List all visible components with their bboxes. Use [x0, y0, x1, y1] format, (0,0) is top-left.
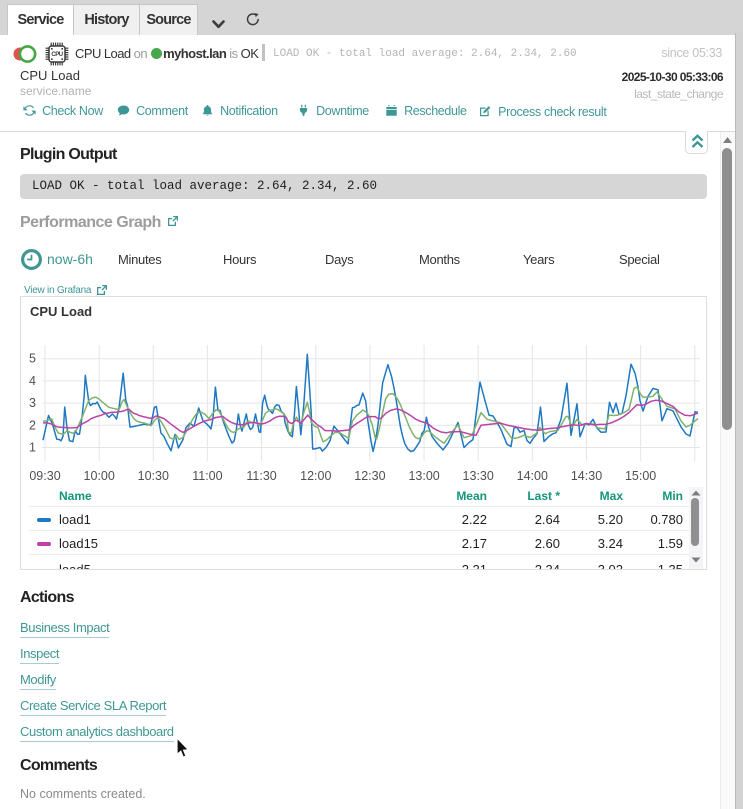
svg-text:5: 5 — [29, 352, 36, 366]
svg-text:13:00: 13:00 — [408, 469, 439, 483]
svg-text:12:00: 12:00 — [300, 469, 331, 483]
svg-text:10:30: 10:30 — [138, 469, 169, 483]
svg-text:10:00: 10:00 — [84, 469, 115, 483]
svg-text:CPU: CPU — [51, 52, 62, 58]
svg-text:12:30: 12:30 — [354, 469, 385, 483]
svg-text:11:00: 11:00 — [192, 469, 222, 483]
svg-text:15:00: 15:00 — [625, 469, 656, 483]
svg-text:14:30: 14:30 — [571, 469, 602, 483]
svg-text:11:30: 11:30 — [246, 469, 276, 483]
svg-text:13:30: 13:30 — [463, 469, 494, 483]
svg-text:14:00: 14:00 — [517, 469, 548, 483]
svg-text:2: 2 — [29, 418, 36, 432]
svg-text:09:30: 09:30 — [29, 469, 60, 483]
svg-text:4: 4 — [29, 374, 36, 388]
svg-text:1: 1 — [29, 441, 36, 455]
svg-text:3: 3 — [29, 396, 36, 410]
